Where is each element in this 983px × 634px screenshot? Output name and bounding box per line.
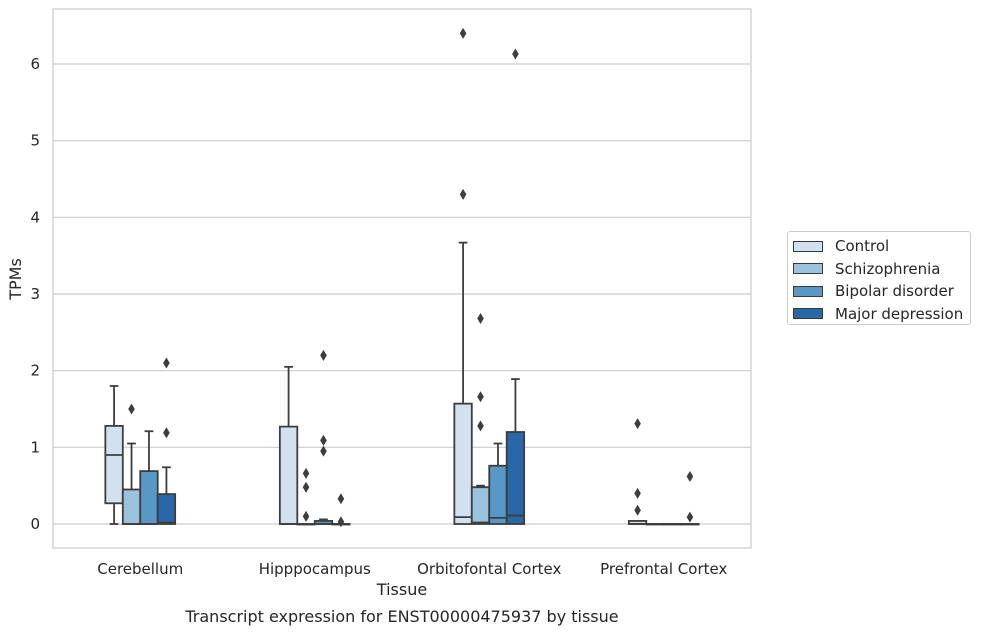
x-tick-labels: Cerebellum Hipppocampus Orbitofontal Corte… bbox=[97, 560, 727, 578]
box-bipolar-disorder bbox=[662, 523, 683, 526]
box-iqr bbox=[470, 486, 491, 525]
y-tick-label: 5 bbox=[30, 132, 40, 150]
outlier-point bbox=[320, 445, 327, 457]
legend-label: Schizophrenia bbox=[835, 259, 941, 278]
outlier-point bbox=[634, 418, 641, 430]
y-tick-label: 1 bbox=[30, 438, 40, 456]
outlier-point bbox=[459, 188, 467, 200]
outlier-point bbox=[302, 510, 310, 522]
box-control bbox=[104, 385, 124, 525]
outlier-point bbox=[477, 391, 484, 403]
box-iqr bbox=[121, 488, 142, 525]
box-schizophrenia bbox=[645, 523, 665, 526]
outlier-point bbox=[634, 487, 641, 499]
box-layer bbox=[104, 27, 700, 528]
x-tick-label: Cerebellum bbox=[97, 560, 183, 578]
box-bipolar-disorder bbox=[488, 442, 508, 525]
legend-item: Major depression bbox=[793, 303, 970, 326]
legend-swatch bbox=[793, 263, 823, 275]
outlier-point bbox=[163, 357, 170, 369]
box-iqr bbox=[453, 402, 473, 525]
y-tick-labels: 0 1 2 3 4 5 6 bbox=[30, 55, 40, 533]
box-major-depression bbox=[505, 48, 526, 525]
y-tick-label: 0 bbox=[30, 515, 40, 533]
box-iqr bbox=[156, 493, 177, 525]
box-schizophrenia bbox=[121, 403, 142, 525]
box-major-depression bbox=[680, 470, 700, 526]
legend-label: Bipolar disorder bbox=[835, 282, 954, 301]
outlier-point bbox=[459, 27, 467, 39]
outlier-point bbox=[337, 516, 345, 528]
box-iqr bbox=[278, 425, 299, 525]
outlier-point bbox=[686, 511, 694, 523]
box-bipolar-disorder bbox=[313, 349, 334, 525]
outlier-point bbox=[128, 403, 135, 415]
box-iqr bbox=[488, 464, 508, 525]
box-iqr bbox=[104, 424, 124, 505]
outlier-point bbox=[686, 470, 694, 482]
outlier-point bbox=[634, 504, 641, 516]
legend: Control Schizophrenia Bipolar disorder Majo… bbox=[787, 231, 971, 325]
legend-item: Control bbox=[793, 235, 970, 258]
gridlines bbox=[53, 63, 751, 525]
outlier-point bbox=[477, 420, 484, 432]
y-tick-label: 2 bbox=[30, 362, 40, 380]
chart-title: Transcript expression for ENST0000047593… bbox=[184, 607, 618, 626]
outlier-point bbox=[337, 493, 345, 505]
box-control bbox=[278, 365, 299, 525]
outlier-point bbox=[320, 349, 327, 361]
x-tick-label: Hipppocampus bbox=[259, 560, 371, 578]
box-schizophrenia bbox=[296, 467, 316, 526]
x-axis-label: Tissue bbox=[376, 580, 427, 599]
outlier-point bbox=[320, 434, 327, 446]
x-tick-label: Orbitofontal Cortex bbox=[417, 560, 561, 578]
box-major-depression bbox=[331, 493, 351, 528]
y-tick-label: 4 bbox=[30, 208, 40, 226]
box-control bbox=[453, 27, 473, 525]
legend-item: Schizophrenia bbox=[793, 258, 970, 281]
y-tick-label: 3 bbox=[30, 285, 40, 303]
outlier-point bbox=[163, 427, 170, 439]
legend-swatch bbox=[793, 285, 823, 297]
box-bipolar-disorder bbox=[139, 430, 159, 525]
y-tick-label: 6 bbox=[30, 55, 40, 73]
box-control bbox=[627, 418, 648, 525]
box-major-depression bbox=[156, 357, 177, 525]
box-schizophrenia bbox=[470, 313, 491, 525]
outlier-point bbox=[512, 48, 519, 60]
legend-label: Control bbox=[835, 237, 890, 256]
y-axis-label: TPMs bbox=[6, 258, 25, 301]
legend-label: Major depression bbox=[835, 304, 964, 323]
legend-item: Bipolar disorder bbox=[793, 280, 970, 303]
box-iqr bbox=[139, 470, 159, 525]
x-tick-label: Prefrontal Cortex bbox=[600, 560, 727, 578]
outlier-point bbox=[477, 313, 484, 325]
outlier-point bbox=[302, 467, 310, 479]
outlier-point bbox=[302, 481, 310, 493]
plot-frame bbox=[52, 8, 752, 549]
legend-swatch bbox=[793, 240, 823, 252]
box-iqr bbox=[505, 431, 526, 525]
legend-swatch bbox=[793, 308, 823, 320]
